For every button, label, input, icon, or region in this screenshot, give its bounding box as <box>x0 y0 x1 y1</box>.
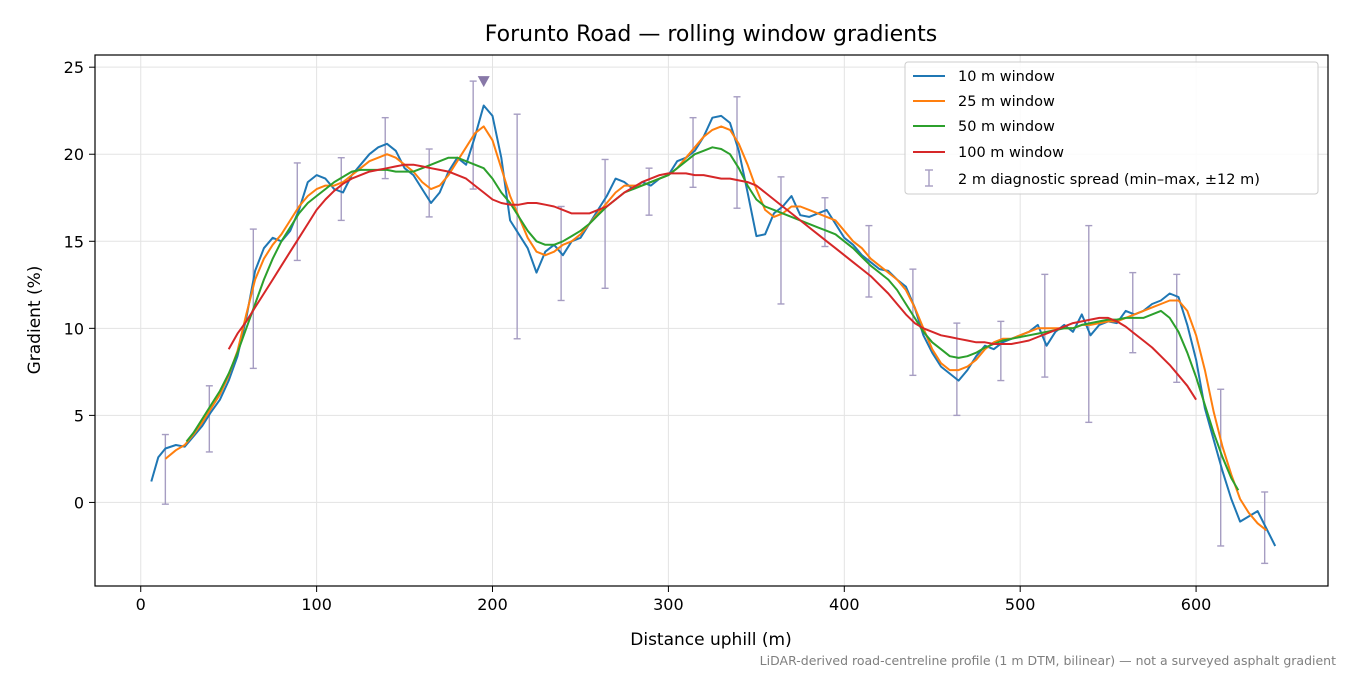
x-tick-label: 500 <box>1005 595 1036 614</box>
chart-title: Forunto Road — rolling window gradients <box>485 22 937 47</box>
legend: 10 m window 25 m window 50 m window 100 … <box>904 61 1319 195</box>
error-bar <box>161 433 169 505</box>
error-bar <box>205 385 213 453</box>
error-bar <box>821 197 829 248</box>
y-tick-label: 25 <box>64 58 84 77</box>
error-bar <box>601 158 609 289</box>
y-tick-label: 20 <box>64 145 84 164</box>
legend-label-25m: 25 m window <box>958 94 1055 110</box>
x-tick-label: 300 <box>653 595 684 614</box>
error-bar <box>513 113 521 340</box>
legend-box <box>904 61 1319 195</box>
series-line-100m <box>227 163 1197 401</box>
footnote: LiDAR-derived road-centreline profile (1… <box>760 653 1336 668</box>
error-bars <box>161 80 1269 565</box>
error-bar <box>425 148 433 218</box>
x-axis-label: Distance uphill (m) <box>630 630 791 650</box>
y-tick-label: 0 <box>74 493 84 512</box>
legend-swatch-errorbar <box>925 169 933 187</box>
error-bar <box>645 167 653 216</box>
x-tick-label: 100 <box>301 595 332 614</box>
x-tick-label: 400 <box>829 595 860 614</box>
error-bar <box>337 157 345 222</box>
series-line-50m <box>185 146 1240 491</box>
x-tick-label: 0 <box>136 595 146 614</box>
plot-frame <box>94 54 1329 587</box>
series-line-10m <box>150 104 1277 547</box>
error-bar <box>249 228 257 370</box>
legend-label-50m: 50 m window <box>958 119 1055 135</box>
y-axis-label: Gradient (%) <box>25 266 45 375</box>
legend-label-10m: 10 m window <box>958 69 1055 85</box>
error-bar <box>777 176 785 305</box>
axis-ticks: 0 100 200 300 400 500 600 0 5 10 15 20 25 <box>64 58 1212 614</box>
y-tick-label: 5 <box>74 406 84 425</box>
y-tick-label: 15 <box>64 232 84 251</box>
error-bar <box>997 320 1005 382</box>
legend-label-100m: 100 m window <box>958 145 1064 161</box>
y-tick-label: 10 <box>64 319 84 338</box>
legend-label-errorbar: 2 m diagnostic spread (min–max, ±12 m) <box>958 172 1260 188</box>
error-bar <box>733 96 741 209</box>
x-tick-label: 600 <box>1181 595 1212 614</box>
peak-marker-group <box>477 76 490 88</box>
series-lines <box>150 104 1277 547</box>
x-tick-label: 200 <box>477 595 508 614</box>
error-bar <box>1041 273 1049 378</box>
peak-marker <box>477 76 490 88</box>
